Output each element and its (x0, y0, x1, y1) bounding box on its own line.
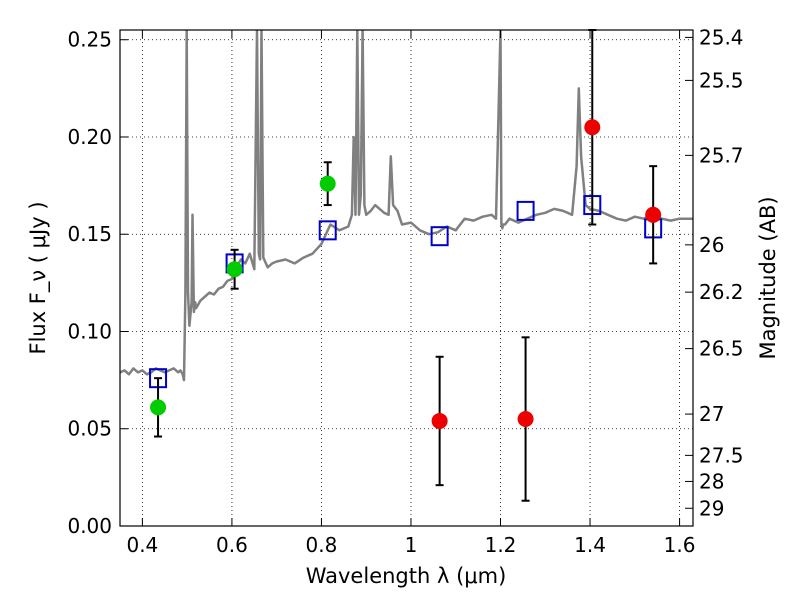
mag-tick-label: 27 (699, 402, 724, 426)
x-tick-label: 0.4 (126, 533, 158, 557)
detections-point (319, 175, 336, 192)
ir-detections-point (517, 411, 534, 428)
y-tick-label: 0.10 (67, 319, 112, 343)
x-tick-label: 1.4 (574, 533, 606, 557)
y-axis-label: Flux F_ν ( μJy ) (26, 201, 51, 354)
y-tick-label: 0.00 (67, 514, 112, 538)
ir-detections-point (584, 119, 601, 136)
y-tick-label: 0.15 (67, 222, 112, 246)
ir-detections-point (431, 412, 448, 429)
x-tick-label: 1.6 (664, 533, 696, 557)
mag-tick-label: 25.7 (699, 143, 744, 167)
x-tick-label: 1 (405, 533, 418, 557)
y-tick-label: 0.05 (67, 417, 112, 441)
mag-tick-label: 26.5 (699, 337, 744, 361)
model-photometry-square (430, 226, 449, 247)
model-photometry-square (516, 200, 535, 221)
mag-tick-label: 26 (699, 233, 724, 257)
plot-frame (119, 29, 694, 527)
mag-tick-label: 25.5 (699, 68, 744, 92)
spectrum-line (120, 30, 693, 382)
x-tick-label: 0.6 (216, 533, 248, 557)
x-axis-label: Wavelength λ (μm) (306, 564, 507, 588)
mag-tick-label: 28 (699, 469, 724, 493)
x-tick-label: 1.2 (485, 533, 517, 557)
marker-layer (149, 29, 663, 502)
mag-tick-label: 29 (699, 496, 724, 520)
plot-area (120, 30, 693, 526)
detections-point (150, 399, 167, 416)
model-photometry-square (318, 220, 337, 241)
y-tick-label: 0.25 (67, 28, 112, 52)
x-tick-label: 0.8 (306, 533, 338, 557)
mag-tick-label: 27.5 (699, 443, 744, 467)
mag-tick-label: 26.2 (699, 280, 744, 304)
y-tick-label: 0.20 (67, 125, 112, 149)
tick-layer: 0.4 0.6 0.8 1 1.2 1.4 1.6 0.00 0.05 0.10 0.15 0.20 0… (67, 25, 743, 557)
series-layer (120, 30, 693, 382)
ir-detections-point (645, 206, 662, 223)
mag-tick-label: 25.4 (699, 25, 744, 49)
y-right-axis-label: Magnitude (AB) (756, 196, 780, 359)
detections-point (226, 261, 243, 278)
